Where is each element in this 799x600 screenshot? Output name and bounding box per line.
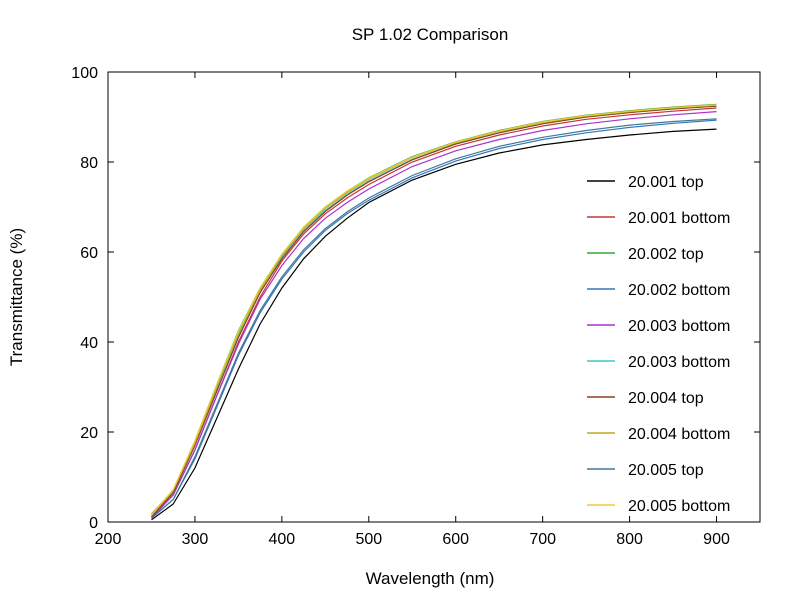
chart-title: SP 1.02 Comparison bbox=[352, 25, 509, 44]
x-tick-label: 300 bbox=[182, 531, 209, 548]
series-line-3 bbox=[151, 103, 717, 515]
legend-label: 20.003 bottom bbox=[628, 354, 730, 371]
x-tick-label: 400 bbox=[269, 531, 296, 548]
legend-label: 20.002 top bbox=[628, 246, 704, 263]
series-line-9 bbox=[151, 118, 717, 519]
y-tick-label: 80 bbox=[80, 155, 98, 172]
legend-label: 20.003 bottom bbox=[628, 318, 730, 335]
legend-label: 20.005 top bbox=[628, 462, 704, 479]
y-tick-label: 20 bbox=[80, 425, 98, 442]
legend-label: 20.004 bottom bbox=[628, 426, 730, 443]
legend-label: 20.001 bottom bbox=[628, 210, 730, 227]
x-tick-label: 600 bbox=[442, 531, 469, 548]
axis-ticks: 200 300 400 500 600 700 800 900 0 20 40 60 80 100 bbox=[71, 65, 760, 548]
y-tick-label: 60 bbox=[80, 245, 98, 262]
legend-label: 20.002 bottom bbox=[628, 282, 730, 299]
y-tick-label: 40 bbox=[80, 335, 98, 352]
legend-label: 20.004 top bbox=[628, 390, 704, 407]
x-tick-label: 900 bbox=[703, 531, 730, 548]
y-tick-label: 100 bbox=[71, 65, 98, 82]
series-line-1 bbox=[151, 128, 717, 521]
legend-label: 20.001 top bbox=[628, 174, 704, 191]
x-axis-label: Wavelength (nm) bbox=[366, 569, 495, 588]
y-tick-label: 0 bbox=[89, 515, 98, 532]
series-lines bbox=[151, 103, 717, 521]
plot-frame bbox=[107, 71, 761, 523]
series-line-7 bbox=[151, 105, 717, 518]
series-line-5 bbox=[151, 111, 717, 518]
y-axis-label: Transmittance (%) bbox=[7, 228, 26, 366]
x-tick-label: 500 bbox=[355, 531, 382, 548]
series-line-10 bbox=[151, 104, 717, 516]
x-tick-label: 800 bbox=[616, 531, 643, 548]
x-tick-label: 200 bbox=[95, 531, 122, 548]
x-tick-label: 700 bbox=[529, 531, 556, 548]
legend-label: 20.005 bottom bbox=[628, 498, 730, 515]
legend: 20.001 top 20.001 bottom 20.002 top 20.002 … bbox=[587, 174, 730, 515]
series-line-4 bbox=[151, 119, 717, 518]
